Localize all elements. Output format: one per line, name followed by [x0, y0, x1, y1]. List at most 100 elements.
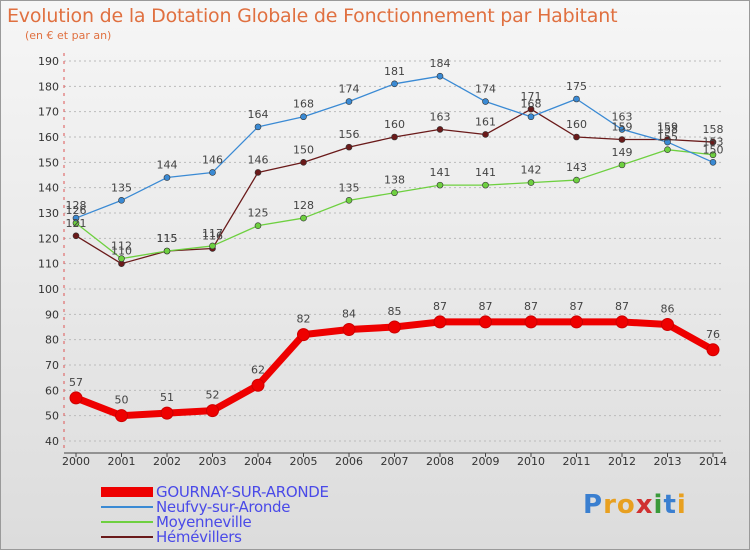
data-label-moyenneville: 142	[521, 164, 542, 177]
data-label-gournay: 62	[251, 363, 265, 376]
data-label-hemevillers: 159	[657, 121, 678, 134]
x-tick-label: 2001	[108, 455, 136, 468]
data-label-moyenneville: 126	[66, 204, 87, 217]
legend-label-moyenneville: Moyenneville	[156, 513, 252, 531]
y-tick-label: 140	[38, 182, 59, 195]
proxiti-logo: Proxiti	[583, 490, 687, 520]
data-point-moyenneville	[300, 214, 307, 222]
y-tick-label: 160	[38, 131, 59, 144]
data-point-neufvy	[709, 159, 717, 166]
x-tick-label: 2011	[563, 455, 591, 468]
data-label-gournay: 87	[479, 300, 493, 313]
series-hemevillers	[72, 105, 717, 267]
data-point-moyenneville	[391, 189, 398, 197]
data-label-moyenneville: 149	[612, 146, 633, 159]
data-point-gournay	[388, 320, 401, 334]
data-label-neufvy: 174	[339, 83, 360, 96]
data-label-gournay: 52	[206, 389, 220, 402]
data-point-hemevillers	[391, 133, 398, 141]
data-label-gournay: 76	[706, 328, 720, 341]
y-tick-label: 60	[45, 384, 59, 397]
x-tick-label: 2004	[244, 455, 272, 468]
series-neufvy	[72, 72, 717, 222]
data-label-moyenneville: 143	[566, 161, 587, 174]
x-tick-label: 2010	[517, 455, 545, 468]
data-label-hemevillers: 158	[703, 123, 724, 136]
data-point-neufvy	[391, 80, 398, 88]
x-tick-label: 2007	[381, 455, 409, 468]
data-label-hemevillers: 161	[475, 115, 496, 128]
data-point-moyenneville	[118, 255, 125, 262]
legend-label-hemevillers: Hémévillers	[156, 528, 242, 546]
legend-swatch-neufvy	[101, 506, 153, 508]
logo-letter: x	[635, 490, 654, 520]
logo-letter: o	[616, 490, 636, 520]
legend-label-neufvy: Neufvy-sur-Aronde	[156, 498, 291, 516]
data-point-moyenneville	[345, 197, 353, 204]
data-label-hemevillers: 146	[248, 153, 269, 166]
series-lines	[69, 72, 720, 423]
data-label-hemevillers: 156	[339, 128, 360, 141]
data-point-neufvy	[300, 113, 307, 121]
y-tick-label: 40	[45, 435, 59, 448]
data-label-moyenneville: 141	[430, 166, 451, 179]
data-point-neufvy	[436, 72, 444, 80]
data-label-moyenneville: 135	[339, 181, 360, 194]
data-point-gournay	[479, 315, 492, 329]
logo-letter: r	[603, 490, 617, 520]
axes: 40 50 60 70 80 90 100 110 120 130 140 150 160 170 180 1…	[38, 53, 727, 468]
data-point-gournay	[706, 343, 720, 357]
data-label-hemevillers: 163	[430, 110, 451, 123]
data-point-neufvy	[618, 126, 626, 133]
data-point-moyenneville	[436, 181, 444, 189]
data-point-gournay	[524, 315, 538, 329]
logo-letter: i	[653, 490, 664, 520]
data-label-neufvy: 135	[111, 181, 132, 194]
data-label-neufvy: 146	[202, 153, 223, 166]
data-point-hemevillers	[345, 143, 353, 151]
data-label-moyenneville: 155	[657, 131, 678, 144]
data-label-hemevillers: 121	[66, 217, 87, 230]
data-label-neufvy: 150	[703, 143, 724, 156]
legend-swatch-gournay	[101, 487, 153, 497]
data-point-moyenneville	[482, 181, 489, 189]
x-tick-label: 2002	[153, 455, 181, 468]
data-point-neufvy	[527, 113, 535, 121]
data-label-neufvy: 174	[475, 83, 496, 96]
legend-swatch-moyenneville	[101, 521, 153, 523]
data-label-gournay: 86	[661, 302, 675, 315]
y-tick-label: 110	[38, 258, 59, 271]
data-label-neufvy: 168	[521, 98, 542, 111]
data-point-moyenneville	[618, 161, 626, 169]
data-point-moyenneville	[209, 242, 216, 250]
data-point-moyenneville	[573, 176, 580, 184]
data-label-neufvy: 181	[384, 65, 405, 78]
data-point-neufvy	[664, 138, 671, 146]
data-point-gournay	[115, 409, 128, 423]
y-tick-label: 50	[45, 410, 59, 423]
data-point-moyenneville	[254, 222, 262, 229]
logo-letter: t	[663, 490, 677, 520]
data-label-moyenneville: 138	[384, 174, 405, 187]
x-tick-label: 2008	[426, 455, 454, 468]
data-label-moyenneville: 112	[111, 240, 132, 253]
chart-title: Evolution de la Dotation Globale de Fonc…	[7, 5, 618, 27]
data-label-gournay: 85	[388, 305, 402, 318]
data-label-hemevillers: 116	[202, 229, 223, 242]
data-point-moyenneville	[527, 179, 535, 186]
data-point-moyenneville	[163, 247, 171, 255]
data-point-gournay	[570, 315, 583, 329]
data-label-hemevillers: 150	[293, 143, 314, 156]
data-point-hemevillers	[482, 131, 489, 138]
data-point-gournay	[661, 317, 674, 331]
x-tick-label: 2005	[290, 455, 318, 468]
y-tick-label: 190	[38, 55, 59, 68]
data-point-hemevillers	[436, 126, 444, 133]
data-point-hemevillers	[254, 169, 262, 176]
data-point-hemevillers	[527, 105, 535, 113]
data-label-neufvy: 158	[657, 123, 678, 136]
data-label-gournay: 87	[524, 300, 538, 313]
y-tick-label: 70	[45, 359, 59, 372]
